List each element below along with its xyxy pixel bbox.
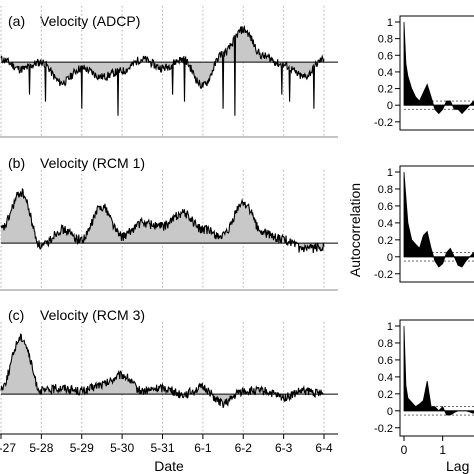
series-line — [0, 187, 325, 253]
timeseries-panel-2 — [0, 322, 338, 432]
panel-a-title: Velocity (ADCP) — [40, 13, 140, 29]
acf-ytick-label: 0.4 — [378, 218, 393, 230]
acf-ytick-label: 0.4 — [378, 67, 393, 79]
date-tick-label: 5-29 — [70, 441, 94, 455]
date-axis-label: Date — [154, 458, 184, 474]
acf-ytick-label: 0.6 — [378, 201, 393, 213]
panel-b-tag: (b) — [8, 155, 25, 171]
acf-ytick-label: 1 — [387, 167, 393, 179]
acf-ytick-label: 0.8 — [378, 34, 393, 46]
panel-b-title: Velocity (RCM 1) — [40, 155, 145, 171]
acf-ytick-label: 0 — [387, 100, 393, 112]
date-tick-label: 6-2 — [235, 441, 253, 455]
acf-frame — [399, 319, 474, 437]
date-tick-label: 5-27 — [0, 441, 16, 455]
acf-ytick-label: 0.8 — [378, 338, 393, 350]
lag-tick-label: 0 — [401, 443, 408, 457]
date-tick-label: 6-4 — [315, 441, 333, 455]
acf-ytick-label: 0.4 — [378, 372, 393, 384]
acf-ytick-label: 0.2 — [378, 389, 393, 401]
acf-ytick-label: 1 — [387, 321, 393, 333]
acf-ytick-label: 0.2 — [378, 84, 393, 96]
timeseries-panel-0 — [0, 6, 338, 138]
lag-tick-label: 1 — [439, 443, 446, 457]
date-tick-label: 6-1 — [194, 441, 212, 455]
date-tick-label: 5-30 — [110, 441, 134, 455]
acf-area — [403, 325, 474, 416]
series-line — [0, 24, 325, 116]
date-tick-label: 5-31 — [150, 441, 174, 455]
acf-ytick-label: -0.2 — [374, 117, 393, 129]
acf-frame — [399, 15, 474, 131]
acf-frame — [399, 165, 474, 283]
panel-c-title: Velocity (RCM 3) — [40, 307, 145, 323]
acf-ylabel: Autocorrelation — [347, 183, 363, 277]
date-tick-label: 5-28 — [29, 441, 53, 455]
timeseries-panel-1 — [0, 170, 338, 291]
acf-ytick-label: -0.2 — [374, 269, 393, 281]
acf-ytick-label: 0 — [387, 406, 393, 418]
acf-ytick-label: 0.8 — [378, 184, 393, 196]
panel-c-tag: (c) — [8, 307, 24, 323]
date-tick-label: 6-3 — [275, 441, 293, 455]
series-area-fill — [1, 189, 324, 253]
acf-xlabel: Lag — [446, 458, 469, 474]
panel-a-tag: (a) — [8, 13, 25, 29]
acf-ytick-label: 0.6 — [378, 355, 393, 367]
acf-ytick-label: 1 — [387, 17, 393, 29]
acf-area — [403, 171, 474, 268]
acf-panel-0 — [395, 15, 474, 131]
acf-ytick-label: -0.2 — [374, 423, 393, 435]
acf-ytick-label: 0.6 — [378, 50, 393, 62]
series-line — [0, 333, 325, 408]
acf-ytick-label: 0.2 — [378, 235, 393, 247]
acf-panel-2 — [395, 319, 474, 437]
acf-ytick-label: 0 — [387, 252, 393, 264]
acf-area — [403, 21, 474, 115]
acf-panel-1 — [395, 165, 474, 283]
